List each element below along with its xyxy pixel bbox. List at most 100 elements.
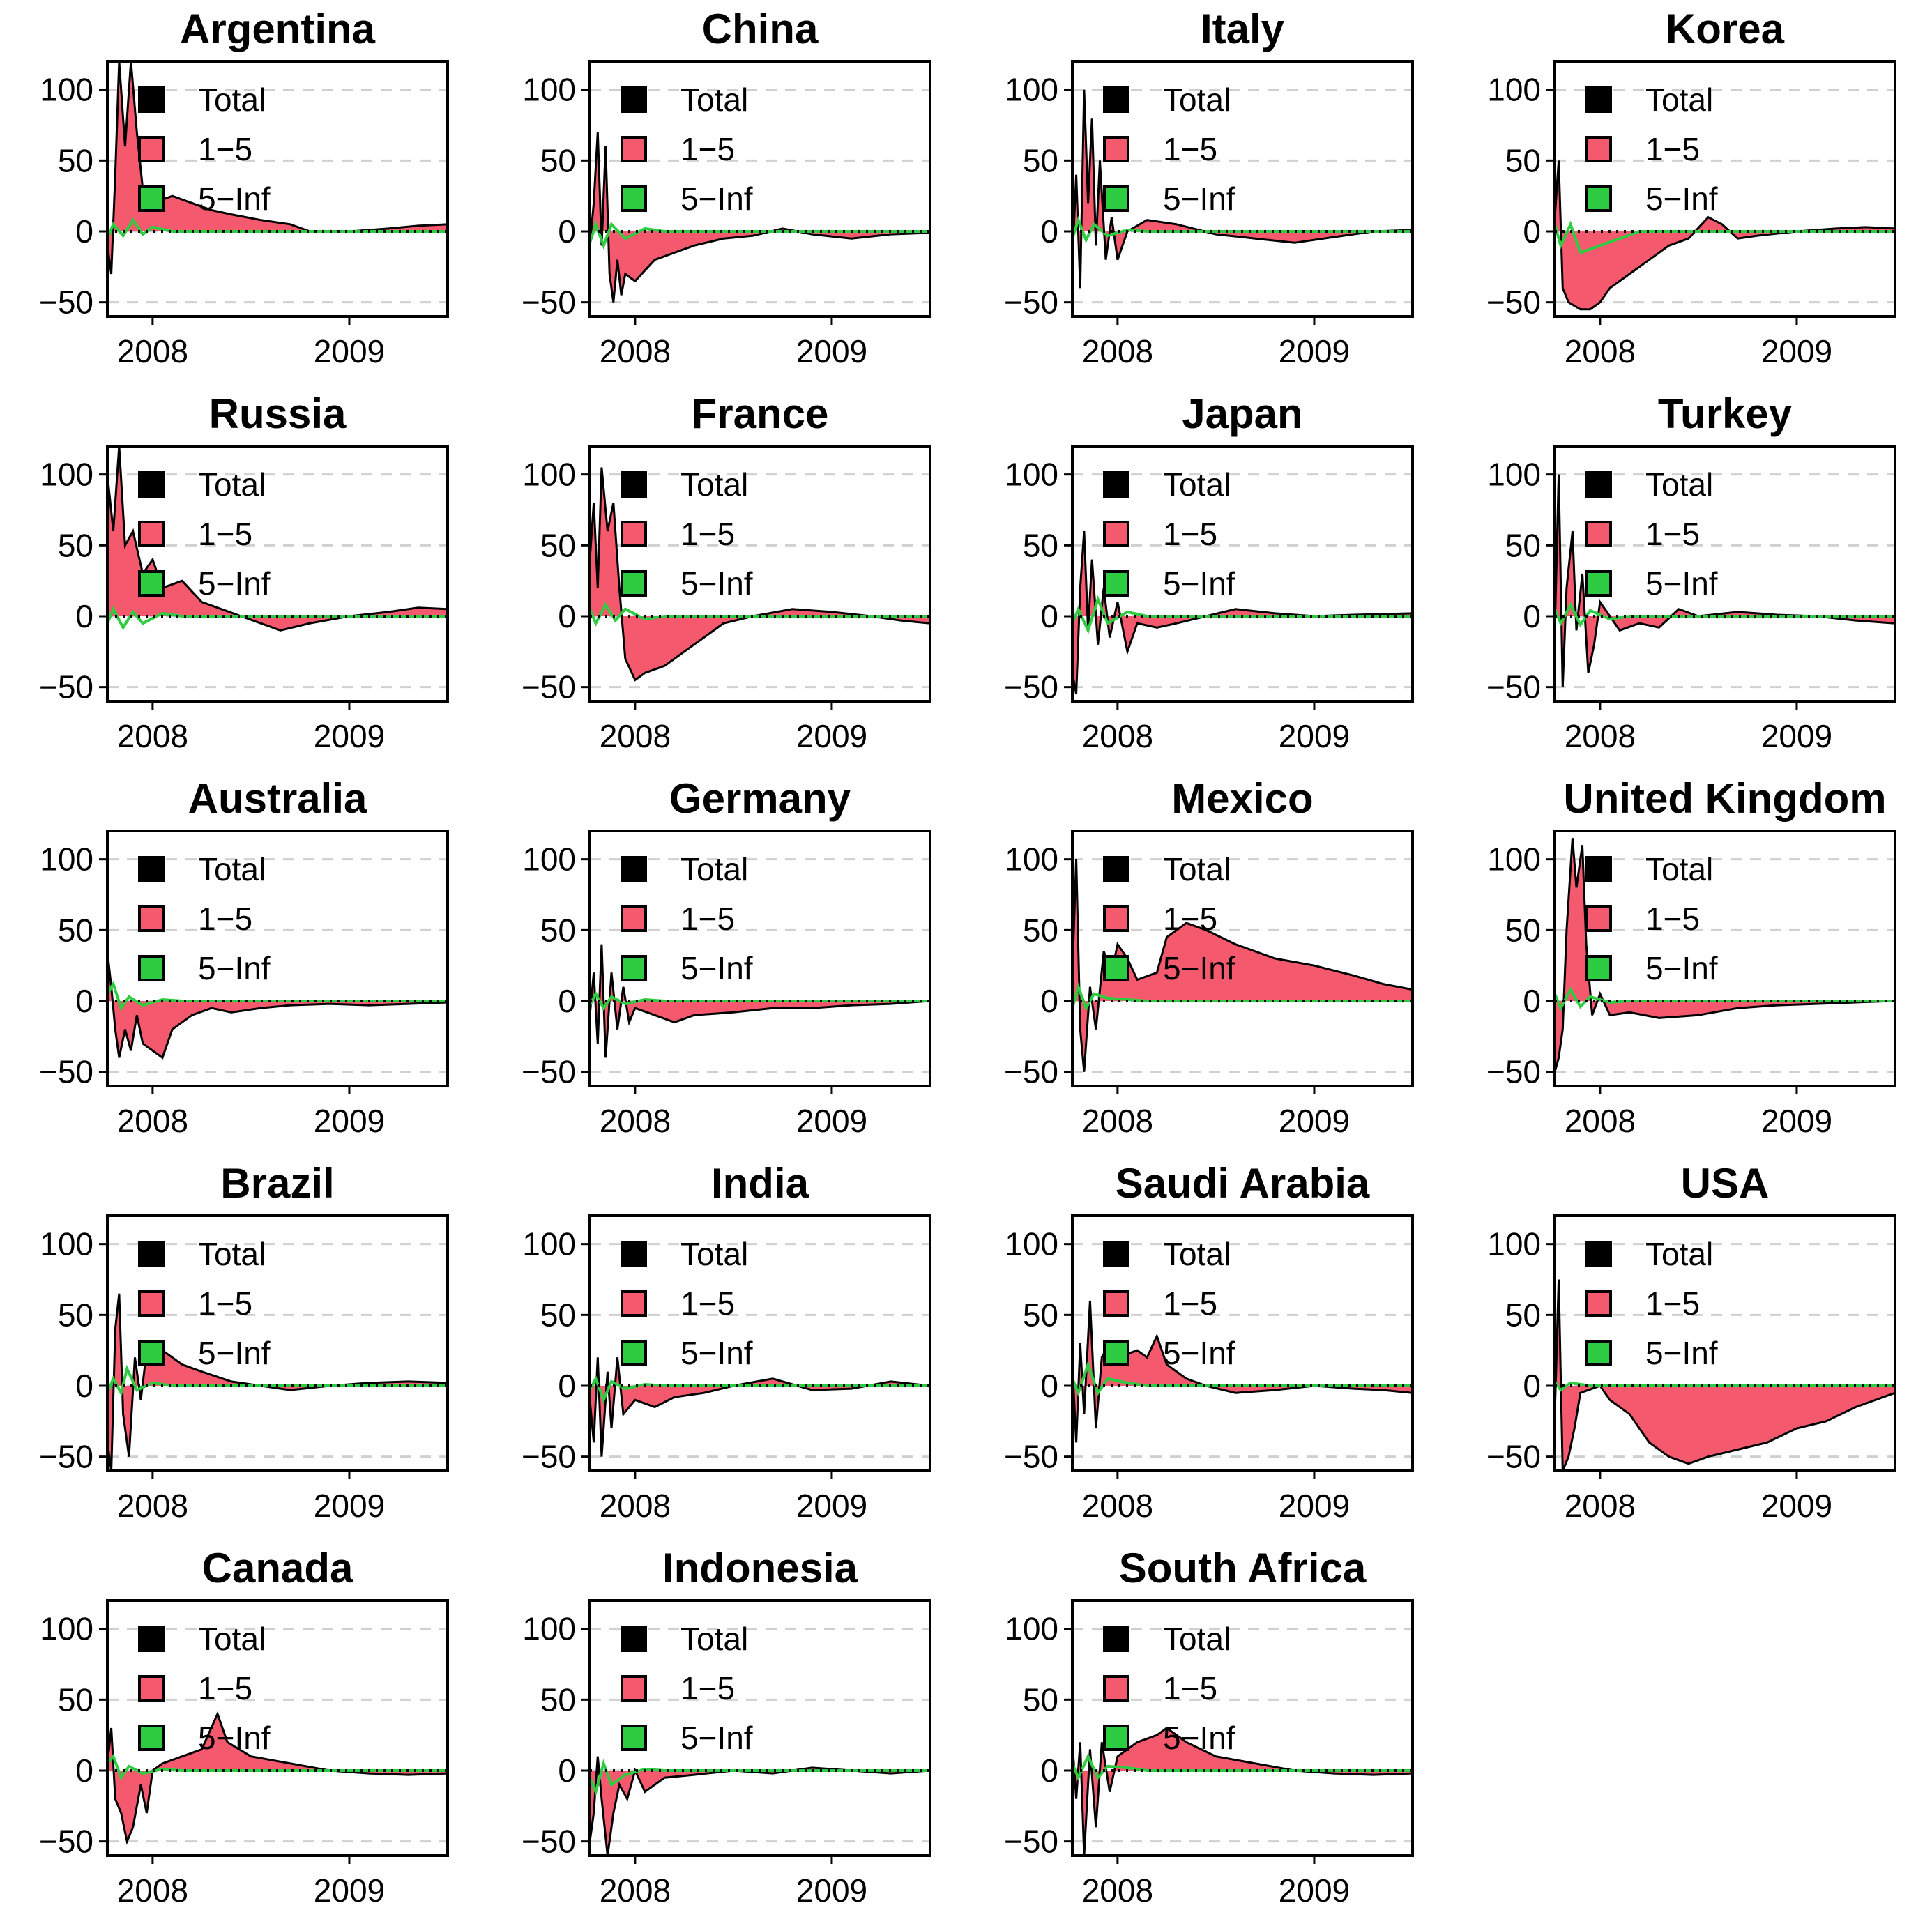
line-total	[590, 1357, 930, 1457]
y-tick-label: −50	[1004, 1824, 1058, 1860]
y-tick-label: 100	[522, 1611, 576, 1647]
legend: Total 1−5 5−Inf	[1585, 82, 1718, 217]
legend-label: Total	[198, 82, 266, 118]
x-tick-label: 2009	[1761, 1488, 1832, 1524]
panel-brazil: Brazil 100 50 0 −50 2008 2009 Total 1−5 5−Inf	[0, 1154, 482, 1539]
chart-indonesia: Indonesia 100 50 0 −50 2008 2009 Total 1−5 5−Inf	[522, 1545, 931, 1909]
area-1-5	[107, 1293, 448, 1471]
legend-label: 1−5	[198, 1670, 252, 1706]
panel-title: Turkey	[1658, 390, 1793, 437]
legend-label: Total	[1163, 851, 1231, 887]
y-tick-label: −50	[1004, 1439, 1058, 1475]
legend-label: Total	[1163, 1621, 1231, 1657]
y-tick-label: 0	[558, 1752, 576, 1789]
legend-key-5-inf	[138, 955, 165, 981]
area-1-5	[1072, 531, 1413, 694]
area-1-5	[1072, 1301, 1413, 1443]
y-tick-label: 50	[58, 1297, 93, 1333]
plot-area	[1555, 160, 1895, 311]
panel-italy: Italy 100 50 0 −50 2008 2009 Total 1−5 5−Inf	[965, 0, 1447, 385]
plot-area	[107, 1711, 448, 1845]
legend-key-1-5	[621, 905, 647, 932]
y-tick-label: 0	[558, 1368, 576, 1404]
area-1-5	[1072, 859, 1413, 1072]
x-tick-label: 2008	[600, 1872, 671, 1909]
line-total	[1072, 1300, 1413, 1443]
x-tick-label: 2009	[796, 1103, 867, 1139]
plot-frame	[1553, 1214, 1896, 1472]
legend: Total 1−5 5−Inf	[1585, 851, 1718, 986]
x-tick-label: 2009	[1761, 333, 1832, 369]
panel-title: Italy	[1201, 6, 1285, 52]
panel-germany: Germany 100 50 0 −50 2008 2009 Total 1−5 5−Inf	[482, 770, 965, 1154]
legend-label: 1−5	[1645, 901, 1700, 937]
chart-usa: USA 100 50 0 −50 2008 2009 Total 1−5 5−Inf	[1486, 1160, 1896, 1524]
plot-frame	[1553, 60, 1896, 318]
plot-area	[1072, 530, 1413, 695]
y-tick-label: 50	[1023, 1681, 1058, 1718]
y-tick-label: 100	[1005, 1611, 1058, 1647]
x-tick-label: 2008	[1082, 1488, 1153, 1524]
legend: Total 1−5 5−Inf	[621, 82, 753, 217]
chart-brazil: Brazil 100 50 0 −50 2008 2009 Total 1−5 5−Inf	[39, 1160, 449, 1524]
area-1-5	[107, 951, 448, 1058]
y-tick-label: 50	[1505, 527, 1541, 563]
line-5-inf	[1072, 1752, 1413, 1782]
legend-label: 5−Inf	[1163, 565, 1235, 602]
area-1-5	[1072, 1728, 1413, 1856]
x-tick-label: 2008	[600, 1488, 671, 1524]
legend-key-5-inf	[138, 185, 165, 212]
line-5-inf	[1555, 602, 1895, 628]
plot-frame	[588, 445, 931, 703]
area-1-5	[1555, 1279, 1895, 1471]
legend-label: 5−Inf	[198, 1720, 271, 1756]
legend-label: Total	[680, 82, 748, 118]
y-tick-label: 50	[58, 1681, 93, 1718]
y-tick-label: 50	[1023, 912, 1058, 948]
y-tick-label: 100	[1005, 841, 1058, 878]
legend-label: 5−Inf	[680, 950, 753, 986]
x-tick-label: 2008	[117, 1872, 188, 1909]
legend: Total 1−5 5−Inf	[138, 1621, 271, 1756]
legend-label: 1−5	[1163, 901, 1217, 937]
chart-united-kingdom: United Kingdom 100 50 0 −50 2008 2009 Total 1−5 5…	[1486, 775, 1896, 1139]
plot-area	[1555, 838, 1895, 1073]
panel-japan: Japan 100 50 0 −50 2008 2009 Total 1−5 5−Inf	[965, 385, 1447, 770]
legend-key-1-5	[621, 1675, 647, 1702]
line-5-inf	[1072, 982, 1413, 1011]
legend-key-1-5	[1585, 136, 1612, 162]
x-tick-label: 2008	[600, 333, 671, 369]
x-tick-label: 2009	[1761, 1103, 1832, 1139]
y-tick-label: 0	[558, 598, 576, 634]
panel-south-africa: South Africa 100 50 0 −50 2008 2009 Total 1−5 5−I…	[965, 1539, 1447, 1924]
x-tick-label: 2008	[1565, 333, 1636, 369]
area-1-5	[107, 446, 448, 631]
y-tick-label: 0	[1523, 213, 1541, 250]
legend: Total 1−5 5−Inf	[1103, 466, 1235, 602]
legend-key-5-inf	[621, 1340, 647, 1366]
legend-label: Total	[680, 466, 748, 503]
legend-key-1-5	[1103, 1290, 1129, 1317]
legend-key-5-inf	[621, 185, 647, 212]
legend-key-1-5	[138, 905, 165, 932]
legend: Total 1−5 5−Inf	[621, 466, 753, 602]
line-5-inf	[1072, 215, 1413, 244]
legend-key-total	[1585, 86, 1612, 113]
line-5-inf	[1555, 986, 1895, 1011]
panel-title: United Kingdom	[1563, 775, 1886, 822]
legend-label: Total	[198, 1621, 266, 1657]
y-tick-label: 0	[1040, 1368, 1058, 1404]
legend-label: Total	[680, 1236, 748, 1272]
line-total	[1555, 838, 1895, 1073]
y-tick-label: 50	[1023, 527, 1058, 563]
y-tick-label: 50	[540, 1681, 576, 1718]
legend-key-1-5	[138, 1675, 165, 1702]
y-tick-label: −50	[1486, 669, 1541, 705]
panel-canada: Canada 100 50 0 −50 2008 2009 Total 1−5 5−Inf	[0, 1539, 482, 1924]
plot-area	[590, 1756, 930, 1856]
panel-indonesia: Indonesia 100 50 0 −50 2008 2009 Total 1−5 5−Inf	[482, 1539, 965, 1924]
plot-area	[1072, 1300, 1413, 1443]
plot-area	[107, 951, 448, 1060]
y-tick-label: 100	[40, 841, 93, 878]
plot-frame	[106, 830, 449, 1087]
